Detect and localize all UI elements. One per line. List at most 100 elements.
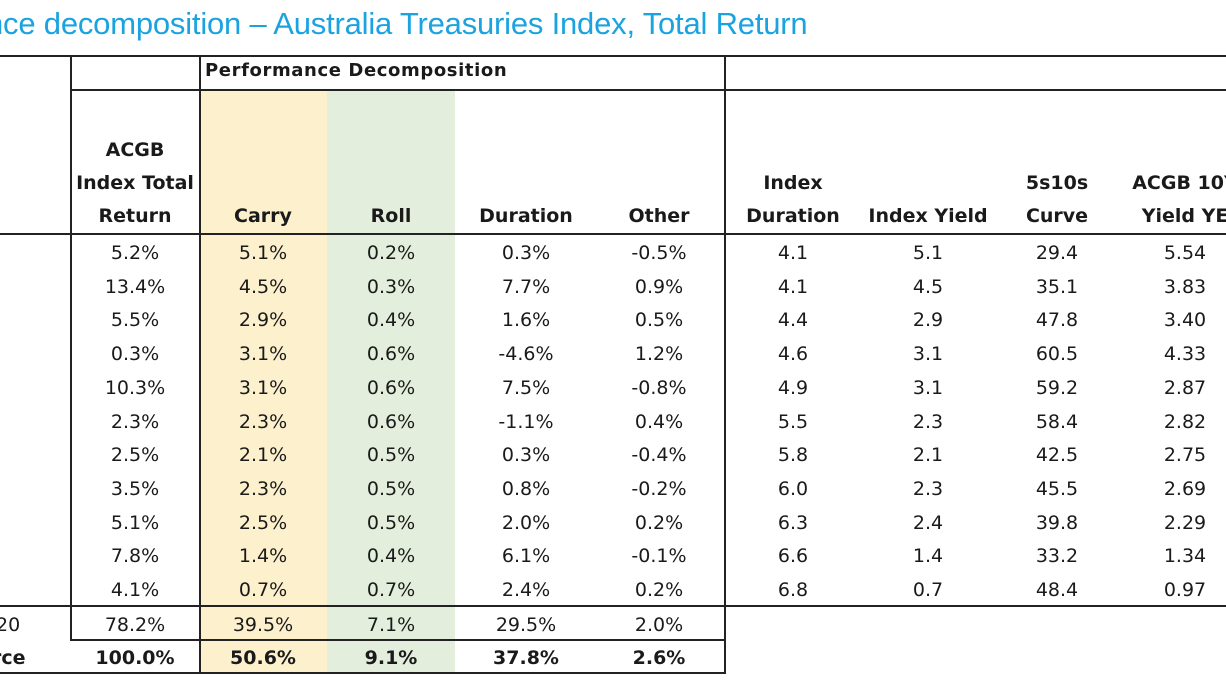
cell-acgb10: 2.75 (1163, 444, 1207, 467)
share-row-cell-carry: 50.6% (230, 647, 296, 669)
cell-carry: 0.7% (238, 579, 288, 601)
cell-total-return: 0.3% (110, 343, 160, 366)
cell-acgb10: 5.54 (1163, 242, 1207, 264)
group-header: Performance Decomposition (205, 60, 508, 81)
cell-index-yield: 4.5 (912, 275, 944, 298)
cell-curve: 58.4 (1035, 410, 1079, 433)
cell-index-yield: 2.9 (912, 309, 944, 332)
cell-acgb10: 3.83 (1163, 275, 1207, 298)
vline-decomp-left (199, 55, 201, 674)
cell-curve: 59.2 (1035, 376, 1079, 399)
cell-curve: 47.8 (1035, 309, 1079, 332)
cell-other: -0.8% (631, 376, 687, 399)
cell-total-return: 10.3% (104, 376, 166, 399)
cell-carry: 2.1% (238, 444, 288, 467)
cell-curve: 45.5 (1035, 477, 1079, 500)
cell-index-yield: 2.1 (912, 444, 944, 467)
cell-index-duration: 4.4 (777, 309, 809, 332)
cell-acgb10: 2.87 (1163, 376, 1207, 399)
cell-carry: 4.5% (238, 275, 288, 298)
header-other: Other (628, 205, 690, 227)
total-row-cell-duration: 29.5% (495, 614, 557, 636)
cell-total-return: 5.2% (110, 242, 160, 264)
cell-index-duration: 6.0 (777, 477, 809, 500)
cell-acgb10: 2.69 (1163, 477, 1207, 500)
total-row-cell-carry: 39.5% (232, 614, 294, 636)
header-index-yield: Index Yield (868, 205, 988, 227)
header-duration: Duration (479, 205, 573, 227)
cell-roll: 0.6% (366, 343, 416, 366)
cell-curve: 48.4 (1035, 579, 1079, 601)
cell-roll: 0.5% (366, 444, 416, 467)
cell-index-yield: 3.1 (912, 343, 944, 366)
cell-duration: -1.1% (498, 410, 554, 433)
header-carry: Carry (234, 205, 292, 227)
cell-other: -0.4% (631, 444, 687, 467)
cell-other: 0.4% (634, 410, 684, 433)
header-index-duration: Duration (746, 205, 840, 227)
cell-index-yield: 0.7 (912, 579, 944, 601)
cell-index-yield: 2.3 (912, 477, 944, 500)
cell-index-yield: 1.4 (912, 545, 944, 568)
cell-index-duration: 4.1 (777, 275, 809, 298)
rule-table-bottom (0, 672, 726, 674)
cell-other: 0.9% (634, 275, 684, 298)
header-acgb10: Yield YE (1141, 205, 1226, 227)
cell-carry: 2.5% (238, 511, 288, 534)
cell-duration: 0.3% (501, 444, 551, 467)
cell-duration: 7.5% (501, 376, 551, 399)
header-total-return: Return (98, 205, 172, 227)
cell-roll: 0.5% (366, 477, 416, 500)
cell-other: -0.2% (631, 477, 687, 500)
cell-index-duration: 6.8 (777, 579, 809, 601)
header-roll: Roll (370, 205, 412, 227)
cell-carry: 2.3% (238, 410, 288, 433)
cell-acgb10: 3.40 (1163, 309, 1207, 332)
cell-roll: 0.3% (366, 275, 416, 298)
cell-other: 0.2% (634, 511, 684, 534)
cell-total-return: 5.1% (110, 511, 160, 534)
cell-carry: 3.1% (238, 376, 288, 399)
cell-roll: 0.6% (366, 410, 416, 433)
cell-other: 1.2% (634, 343, 684, 366)
cell-duration: 2.0% (501, 511, 551, 534)
total-row-cell-roll: 7.1% (366, 614, 416, 636)
cell-duration: 2.4% (501, 579, 551, 601)
rule-header-mid (70, 89, 1226, 91)
cell-index-duration: 4.9 (777, 376, 809, 399)
cell-total-return: 7.8% (110, 545, 160, 568)
cell-carry: 5.1% (238, 242, 288, 264)
cell-total-return: 4.1% (110, 579, 160, 601)
cell-acgb10: 1.34 (1163, 545, 1207, 568)
cell-total-return: 13.4% (104, 275, 166, 298)
cell-duration: 6.1% (501, 545, 551, 568)
cell-duration: 7.7% (501, 275, 551, 298)
cell-duration: 1.6% (501, 309, 551, 332)
share-row-cell-other: 2.6% (632, 647, 686, 669)
header-total-return: ACGB (105, 139, 165, 161)
cell-index-duration: 6.6 (777, 545, 809, 568)
cell-index-yield: 2.4 (912, 511, 944, 534)
cell-total-return: 3.5% (110, 477, 160, 500)
cell-roll: 0.6% (366, 376, 416, 399)
cell-roll: 0.5% (366, 511, 416, 534)
cell-acgb10: 0.97 (1163, 579, 1207, 601)
roll-column-highlight (327, 91, 455, 673)
total-row-cell-other: 2.0% (634, 614, 684, 636)
cell-total-return: 2.5% (110, 444, 160, 467)
total-row-label: 20 (0, 614, 21, 636)
cell-total-return: 5.5% (110, 309, 160, 332)
cell-index-duration: 6.3 (777, 511, 809, 534)
cell-other: -0.1% (631, 545, 687, 568)
rule-body-bottom (0, 605, 1226, 607)
vline-decomp-right (724, 55, 726, 674)
cell-index-duration: 4.1 (777, 242, 809, 264)
share-row-label: rce (0, 647, 26, 669)
cell-roll: 0.4% (366, 309, 416, 332)
cell-curve: 35.1 (1035, 275, 1079, 298)
cell-index-yield: 2.3 (912, 410, 944, 433)
rule-header-bottom (0, 233, 1226, 235)
cell-roll: 0.4% (366, 545, 416, 568)
cell-curve: 39.8 (1035, 511, 1079, 534)
cell-acgb10: 2.82 (1163, 410, 1207, 433)
